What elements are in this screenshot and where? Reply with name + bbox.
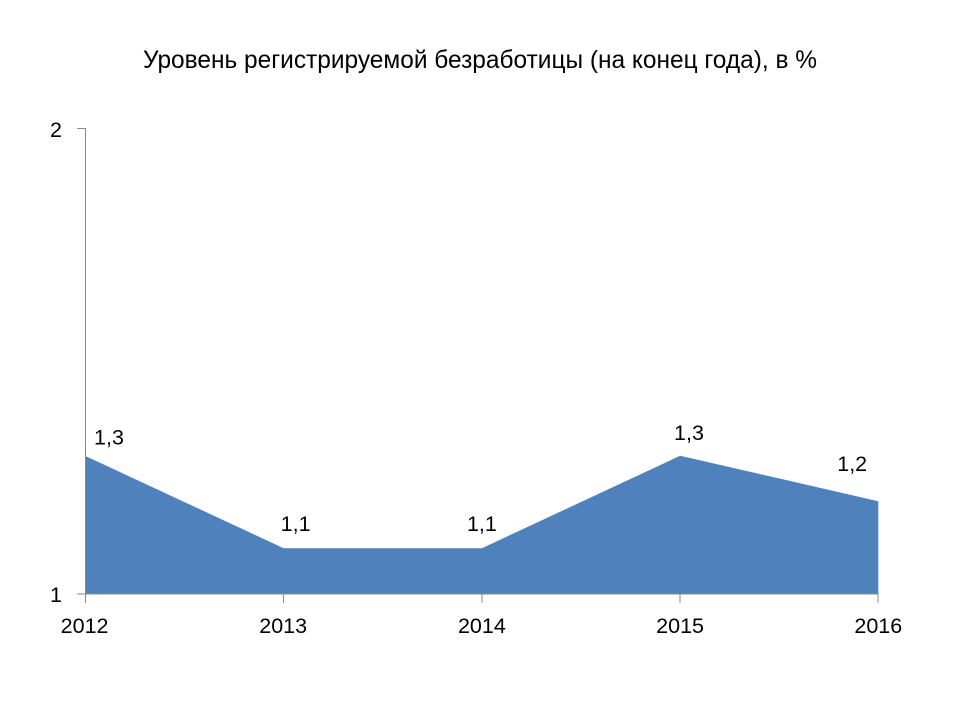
svg-text:2014: 2014 <box>458 614 506 638</box>
svg-text:1,1: 1,1 <box>281 512 311 536</box>
svg-text:2013: 2013 <box>259 614 307 638</box>
svg-text:2012: 2012 <box>61 614 109 638</box>
svg-text:2: 2 <box>50 118 62 142</box>
svg-text:1,3: 1,3 <box>94 426 124 450</box>
svg-text:1,1: 1,1 <box>467 512 497 536</box>
svg-text:2015: 2015 <box>656 614 704 638</box>
svg-text:Уровень регистрируемой безрабо: Уровень регистрируемой безработицы (на к… <box>143 46 817 74</box>
svg-text:1,2: 1,2 <box>837 452 867 476</box>
svg-text:1,3: 1,3 <box>674 421 704 445</box>
svg-text:2016: 2016 <box>854 614 902 638</box>
svg-text:1: 1 <box>50 583 62 607</box>
